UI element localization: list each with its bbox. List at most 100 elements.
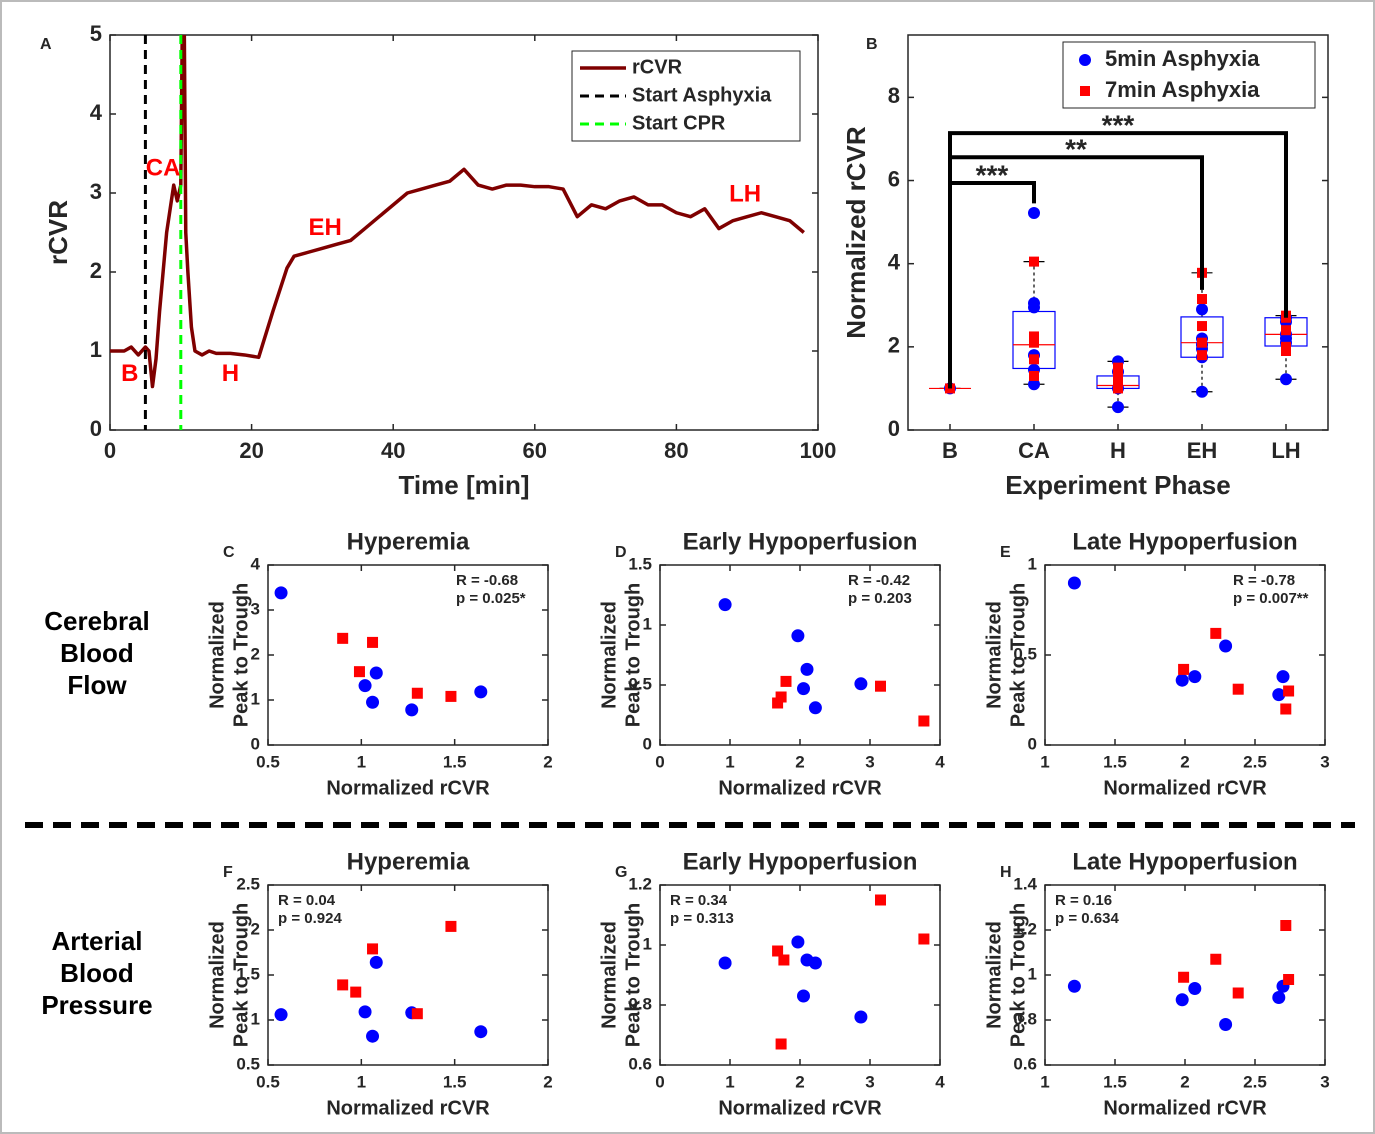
y-tick-label: 0.5 — [1013, 644, 1037, 663]
panel-letter: H — [1000, 864, 1012, 881]
x-tick-label: 0 — [655, 752, 664, 771]
y-tick-label: 2 — [251, 644, 260, 663]
y-axis-label: Peak to Trough — [1007, 903, 1029, 1047]
panel-title: Early Hypoperfusion — [683, 848, 918, 875]
y-tick-label: 0.8 — [1013, 1009, 1037, 1028]
circle-marker — [274, 586, 288, 600]
stat-annotation: p = 0.025* — [456, 590, 526, 607]
panel-letter: E — [1000, 544, 1011, 561]
circle-marker — [369, 955, 383, 969]
x-tick-label: B — [942, 438, 958, 463]
square-marker — [1029, 331, 1039, 342]
panel-title: Hyperemia — [347, 848, 470, 875]
circle-marker — [718, 598, 732, 612]
square-marker — [1197, 294, 1207, 305]
circle-marker — [1219, 1018, 1233, 1031]
square-marker — [1232, 683, 1244, 695]
y-tick-label: 0 — [643, 734, 652, 753]
y-tick-label: 2 — [90, 258, 102, 283]
circle-marker — [1112, 401, 1124, 414]
circle-marker — [854, 677, 868, 691]
x-tick-label: 100 — [800, 438, 837, 463]
circle-marker — [1219, 639, 1233, 653]
y-tick-label: 1.2 — [1013, 919, 1037, 938]
y-tick-label: 1 — [251, 1009, 260, 1028]
y-axis-label: Peak to Trough — [622, 583, 644, 727]
y-tick-label: 1.5 — [628, 554, 652, 573]
y-axis-label: Peak to Trough — [622, 903, 644, 1047]
y-tick-label: 0.5 — [236, 1054, 260, 1073]
circle-marker — [1028, 206, 1040, 219]
panel-letter: A — [40, 36, 52, 53]
x-tick-label: 60 — [523, 438, 547, 463]
square-marker — [1283, 685, 1295, 697]
circle-marker — [1067, 576, 1081, 590]
square-marker — [918, 933, 930, 945]
stat-annotation: p = 0.924 — [278, 910, 342, 927]
circle-marker — [797, 989, 810, 1003]
panel-title: Hyperemia — [347, 528, 470, 555]
circle-marker — [800, 662, 814, 676]
plot-area — [659, 564, 941, 746]
circle-marker — [1196, 303, 1208, 316]
x-tick-label: 1.5 — [1103, 752, 1127, 771]
y-axis-label: Normalized — [983, 601, 1005, 709]
panel-letter: B — [866, 36, 878, 53]
square-marker — [772, 945, 784, 957]
phase-label: CA — [146, 155, 181, 182]
x-axis-label: Normalized rCVR — [718, 1097, 882, 1119]
legend-label: 7min Asphyxia — [1105, 77, 1260, 102]
stat-annotation: R = -0.78 — [1233, 572, 1295, 589]
circle-marker — [369, 666, 383, 680]
square-marker — [1232, 987, 1244, 999]
x-tick-label: EH — [1187, 438, 1218, 463]
x-tick-label: 1 — [725, 1072, 734, 1091]
row-label: Arterial — [51, 926, 142, 956]
circle-marker — [791, 935, 805, 949]
x-tick-label: 1.5 — [443, 752, 467, 771]
circle-marker — [358, 1005, 372, 1019]
phase-label: LH — [729, 181, 761, 208]
y-axis-label: Normalized — [983, 921, 1005, 1029]
square-marker — [337, 632, 349, 644]
square-marker — [1113, 362, 1123, 373]
significance-label: ** — [1065, 134, 1087, 165]
x-tick-label: 1 — [357, 752, 366, 771]
x-tick-label: 2 — [795, 1072, 804, 1091]
x-tick-label: 2 — [543, 752, 552, 771]
square-marker — [1178, 663, 1190, 675]
y-axis-label: Peak to Trough — [230, 903, 252, 1047]
y-tick-label: 0 — [251, 734, 260, 753]
y-tick-label: 8 — [888, 83, 900, 108]
square-marker — [875, 894, 886, 906]
panel-title: Early Hypoperfusion — [683, 528, 918, 555]
plot-area — [267, 884, 549, 1066]
x-tick-label: 1 — [1040, 1072, 1049, 1091]
y-axis-label: Normalized — [206, 921, 228, 1029]
circle-marker — [1175, 673, 1189, 687]
circle-marker — [474, 1025, 488, 1039]
legend-label: Start CPR — [632, 112, 726, 134]
square-marker — [772, 697, 784, 709]
square-marker — [1029, 337, 1039, 348]
square-marker — [1210, 953, 1222, 965]
x-tick-label: 1.5 — [1103, 1072, 1127, 1091]
stat-annotation: p = 0.203 — [848, 590, 912, 607]
panel-title: Late Hypoperfusion — [1072, 528, 1297, 555]
circle-marker — [1188, 670, 1202, 684]
square-marker — [875, 680, 886, 692]
square-marker — [778, 954, 790, 966]
x-tick-label: 3 — [1320, 1072, 1329, 1091]
square-marker — [780, 675, 792, 687]
square-marker — [1197, 337, 1207, 348]
circle-marker — [808, 956, 822, 970]
square-marker — [918, 715, 930, 727]
row-label: Blood — [60, 958, 134, 988]
square-marker — [775, 1038, 787, 1050]
y-tick-label: 0.6 — [628, 1054, 652, 1073]
legend-box — [1062, 41, 1316, 109]
x-tick-label: 2.5 — [1243, 752, 1267, 771]
y-tick-label: 0 — [90, 416, 102, 441]
x-axis-label: Time [min] — [399, 470, 530, 500]
